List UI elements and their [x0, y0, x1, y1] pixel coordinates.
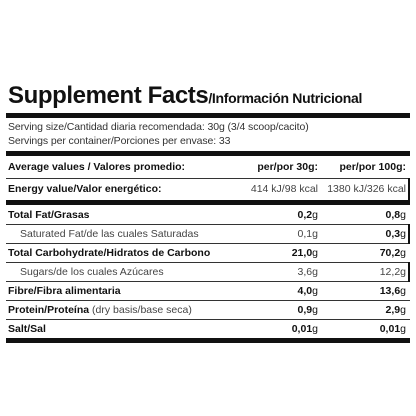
- energy-row: Energy value/Valor energético: 414 kJ/98…: [6, 180, 410, 198]
- nutrient-col1: 0,9g: [297, 304, 318, 316]
- nutrient-label: Protein/Proteína (dry basis/base seca): [8, 304, 192, 316]
- nutrient-label: Total Carbohydrate/Hidratos de Carbono: [8, 247, 211, 259]
- row-divider: [6, 319, 410, 320]
- serving-size: Serving size/Cantidad diaria recomendada…: [8, 121, 309, 133]
- nutrient-row-saturated-fat: Saturated Fat/de las cuales Saturadas 0,…: [6, 225, 410, 243]
- header-rule: [6, 178, 410, 179]
- nutrient-col1: 0,2g: [297, 209, 318, 221]
- bottom-rule: [6, 338, 410, 343]
- nutrient-row-sugars: Sugars/de los cuales Azúcares 3,6g 12,2g: [6, 263, 410, 281]
- nutrient-label: Saturated Fat/de las cuales Saturadas: [20, 228, 199, 240]
- header-col1: per/por 30g:: [257, 161, 318, 173]
- label-title: Supplement Facts/Información Nutricional: [8, 84, 362, 108]
- nutrient-col2: 13,6g: [379, 285, 406, 297]
- nutrient-label: Total Fat/Grasas: [8, 209, 90, 221]
- nutrient-col1: 0,01g: [291, 323, 318, 335]
- energy-col2: 1380 kJ/326 kcal: [327, 183, 406, 195]
- title-rule: [6, 113, 410, 118]
- row-divider: [6, 243, 410, 244]
- nutrient-col2: 12,2g: [379, 266, 406, 278]
- nutrient-col2: 0,01g: [379, 323, 406, 335]
- nutrient-col1: 3,6g: [297, 266, 318, 278]
- edge-rule: [408, 224, 410, 244]
- header-row: Average values / Valores promedio: per/p…: [6, 158, 410, 176]
- edge-rule: [408, 262, 410, 282]
- nutrient-col2: 2,9g: [385, 304, 406, 316]
- row-divider: [6, 262, 410, 263]
- row-divider: [6, 224, 410, 225]
- nutrient-row-total-carbohydrate: Total Carbohydrate/Hidratos de Carbono 2…: [6, 244, 410, 262]
- row-divider: [6, 281, 410, 282]
- energy-label: Energy value/Valor energético:: [8, 183, 162, 195]
- title-main: Supplement Facts: [8, 82, 209, 109]
- nutrient-col2: 70,2g: [379, 247, 406, 259]
- header-label: Average values / Valores promedio:: [8, 161, 186, 173]
- row-divider: [6, 300, 410, 301]
- header-col2: per/por 100g:: [339, 161, 406, 173]
- nutrient-col1: 0,1g: [297, 228, 318, 240]
- nutrient-row-total-fat: Total Fat/Grasas 0,2g 0,8g: [6, 206, 410, 224]
- energy-rule: [6, 200, 410, 205]
- nutrient-col1: 4,0g: [297, 285, 318, 297]
- energy-col1: 414 kJ/98 kcal: [250, 183, 318, 195]
- serving-rule: [6, 151, 410, 156]
- nutrient-label: Salt/Sal: [8, 323, 46, 335]
- nutrient-row-fibre: Fibre/Fibra alimentaria 4,0g 13,6g: [6, 282, 410, 300]
- edge-rule: [408, 178, 410, 202]
- nutrient-col1: 21,0g: [291, 247, 318, 259]
- servings-per-container: Servings per container/Porciones per env…: [8, 135, 231, 147]
- nutrient-col2: 0,3g: [385, 228, 406, 240]
- title-sub: /Información Nutricional: [208, 90, 363, 106]
- nutrient-row-protein: Protein/Proteína (dry basis/base seca) 0…: [6, 301, 410, 319]
- nutrient-col2: 0,8g: [385, 209, 406, 221]
- nutrient-row-salt: Salt/Sal 0,01g 0,01g: [6, 320, 410, 338]
- nutrient-label: Sugars/de los cuales Azúcares: [20, 266, 164, 278]
- nutrient-label: Fibre/Fibra alimentaria: [8, 285, 121, 297]
